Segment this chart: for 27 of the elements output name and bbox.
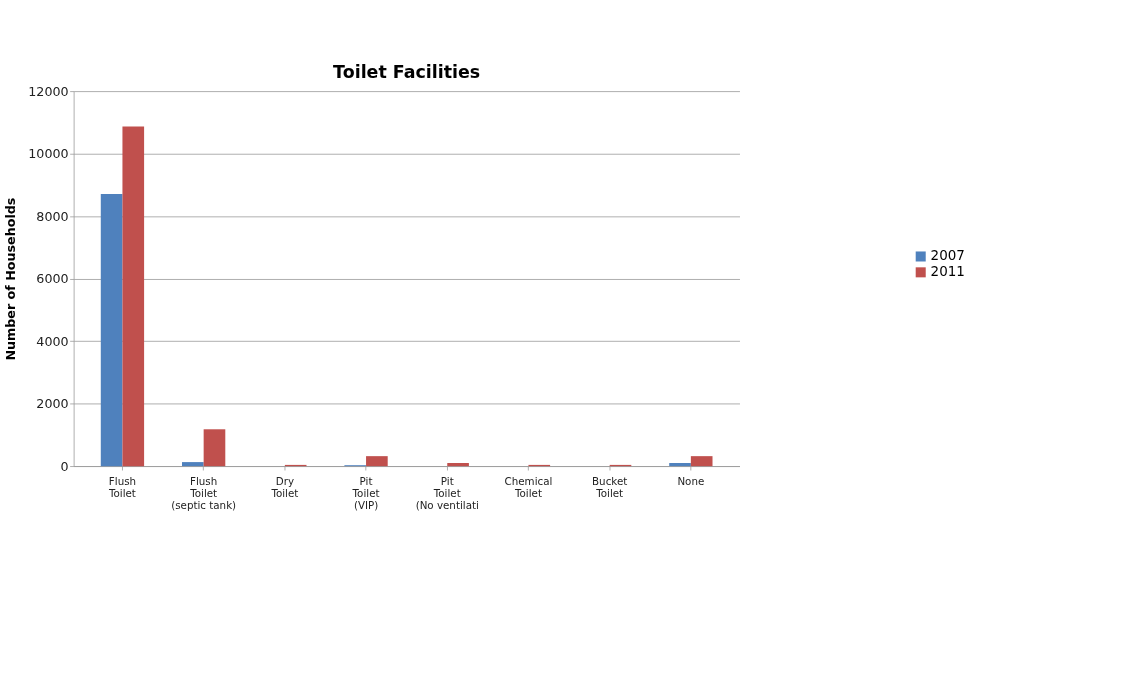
y-tick-label: 12000 xyxy=(28,83,69,99)
x-tick-label: Chemical Toilet xyxy=(504,474,553,499)
x-tick-label: Flush Toilet (septic tank) xyxy=(171,474,237,511)
y-tick-label: 10000 xyxy=(28,146,69,162)
bar xyxy=(447,463,469,467)
bar xyxy=(690,456,713,467)
legend-label: 2007 xyxy=(930,247,965,264)
chart-title: Toilet Facilities xyxy=(333,61,481,82)
x-tick-label: None xyxy=(677,474,705,487)
bar xyxy=(669,463,691,467)
y-tick-label: 8000 xyxy=(36,208,69,224)
y-tick-label: 4000 xyxy=(36,333,69,349)
y-tick-label: 2000 xyxy=(36,396,69,412)
bar xyxy=(203,429,226,467)
x-tick-label: Pit Toilet (VIP) xyxy=(351,474,380,511)
bar xyxy=(366,456,388,467)
bar xyxy=(122,126,145,467)
x-tick-label: Dry Toilet xyxy=(270,474,299,499)
y-tick-label: 0 xyxy=(60,458,69,474)
bar xyxy=(100,194,123,467)
legend-label: 2011 xyxy=(930,263,965,280)
y-tick-label: 6000 xyxy=(36,271,69,287)
y-axis-title: Number of Households xyxy=(2,197,18,361)
x-tick-label: Flush Toilet xyxy=(107,474,137,499)
bar xyxy=(181,462,204,467)
x-tick-label: Bucket Toilet xyxy=(592,474,628,499)
x-tick-label: Pit Toilet (No ventilati xyxy=(415,474,479,511)
